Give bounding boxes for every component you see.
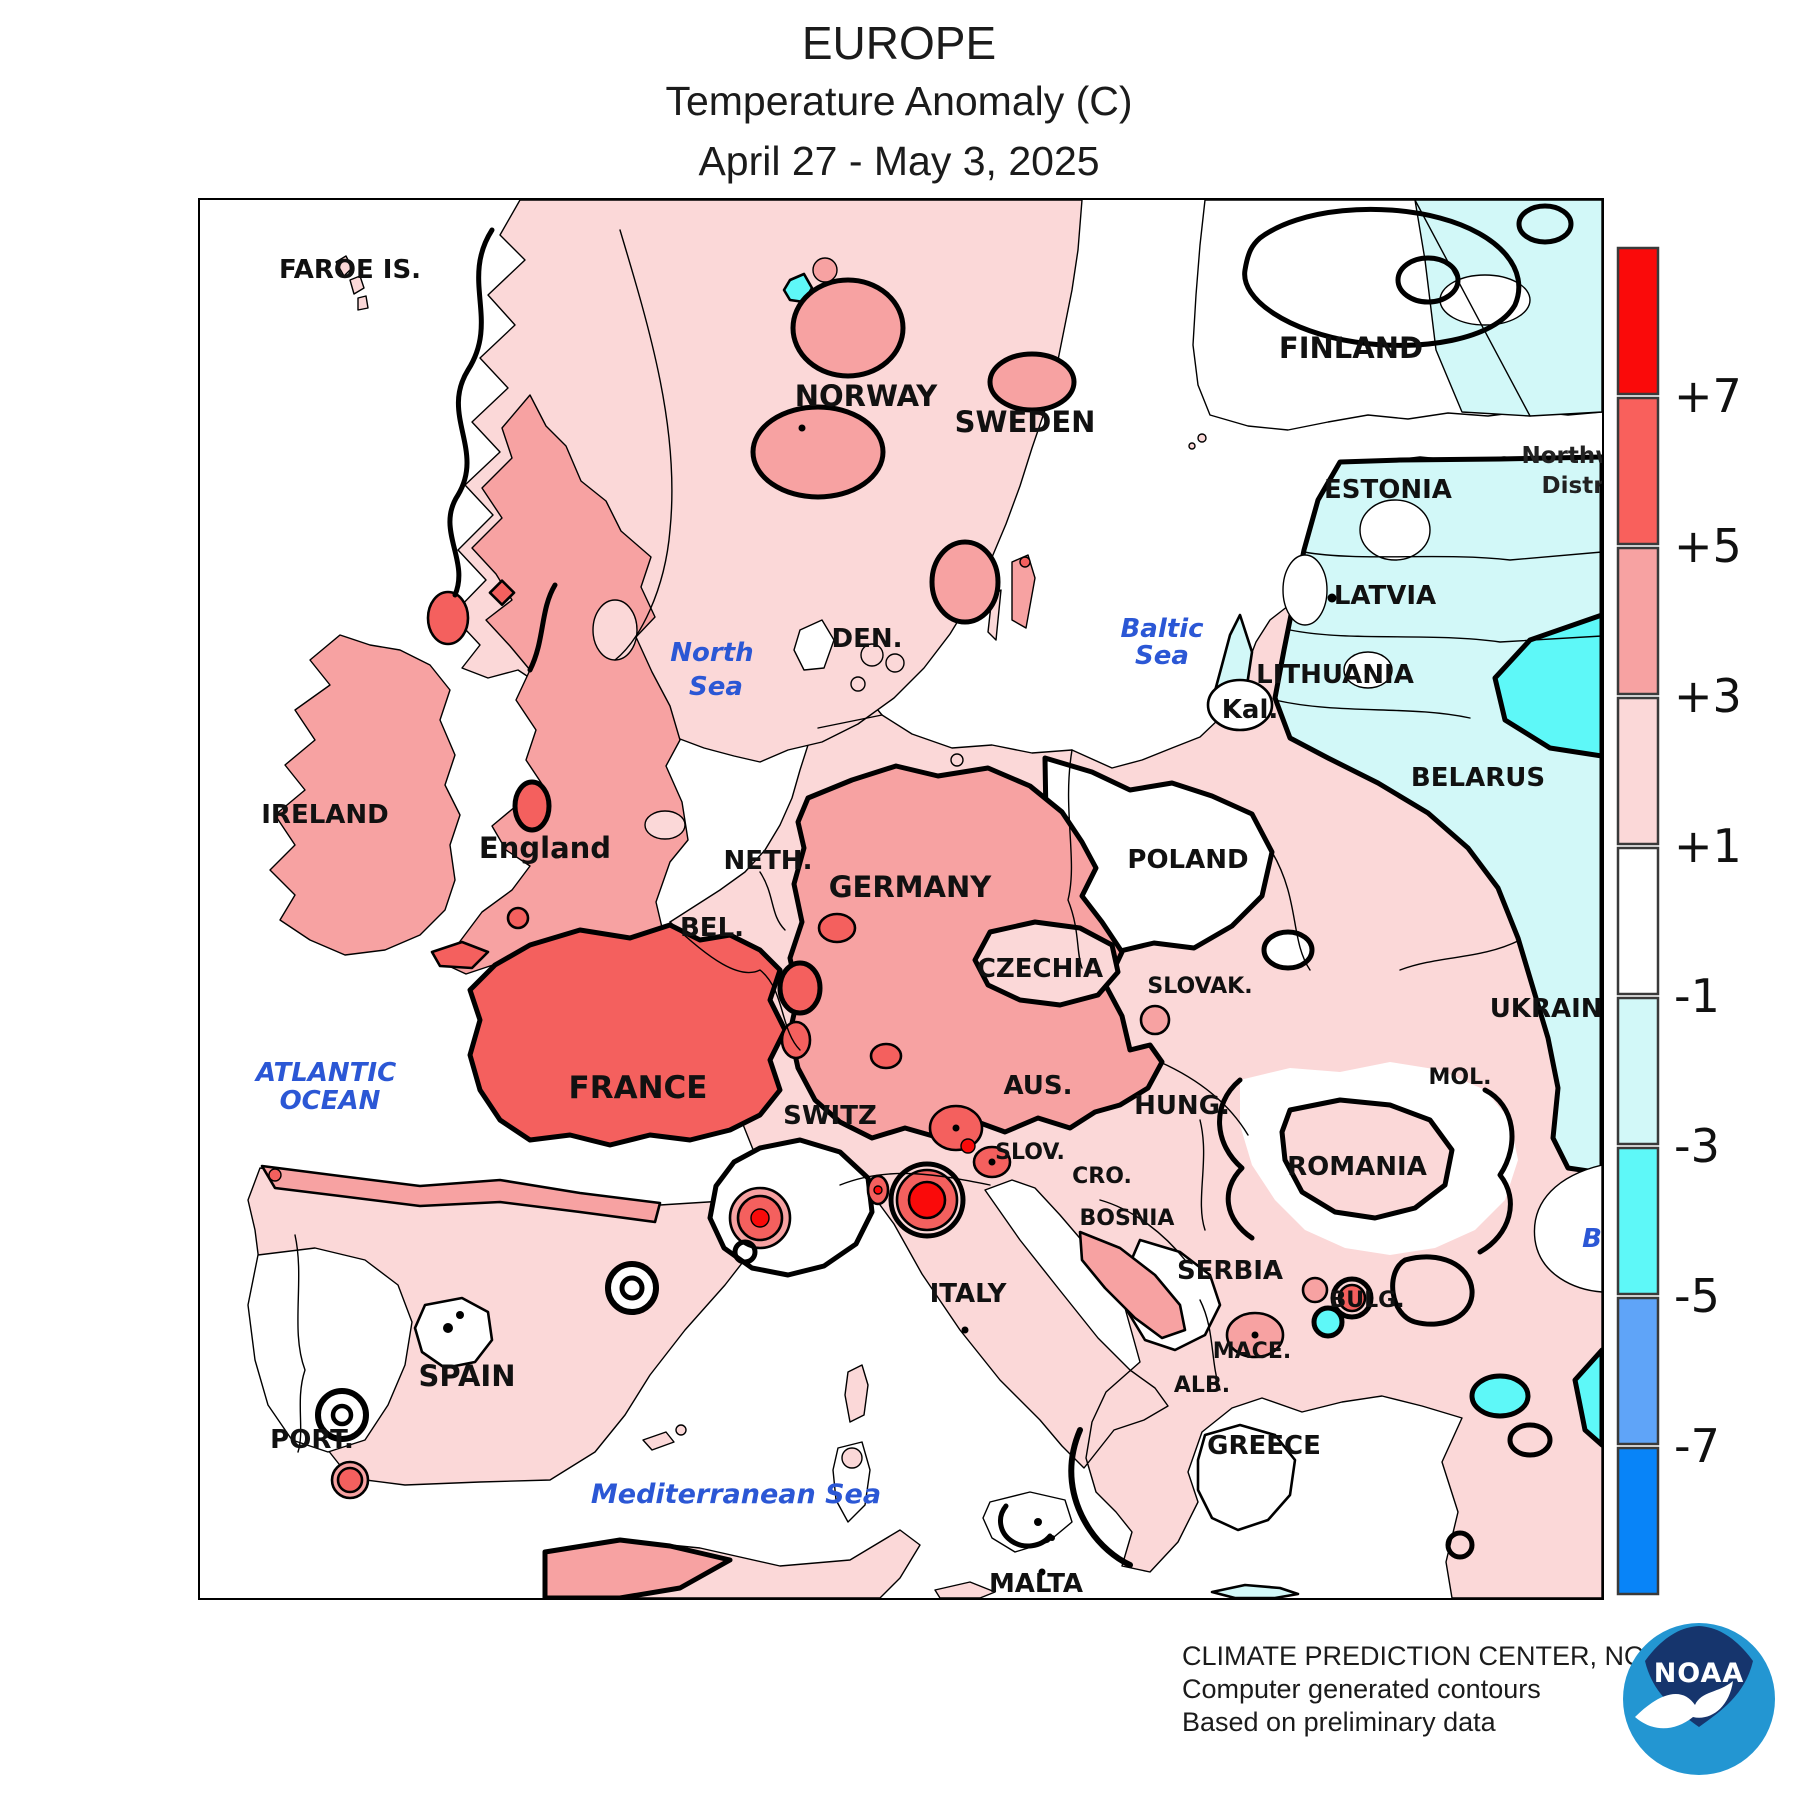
label-greece: GREECE [1207,1431,1321,1461]
label-ukraine: UKRAINE [1490,994,1602,1024]
label-germany: GERMANY [829,870,993,904]
legend-swatch-n1-n3 [1616,996,1660,1146]
legend-swatch-ltn7 [1616,1446,1660,1596]
legend-label-n5: -5 [1674,1269,1720,1323]
contour-lines [294,200,1602,1568]
legend-label-n1: -1 [1674,969,1720,1023]
label-atlantic-ocean-line1: ATLANTIC [254,1058,396,1088]
label-malta: MALTA [989,1569,1083,1598]
label-sweden: SWEDEN [955,405,1096,439]
legend-label-p5: +5 [1674,519,1742,573]
label-mediterranean-sea: Mediterranean Sea [591,1479,881,1510]
label-bulgaria: BULG. [1329,1288,1404,1313]
legend-label-n3: -3 [1674,1119,1720,1173]
label-slovakia: SLOVAK. [1147,974,1252,999]
label-estonia: ESTONIA [1324,475,1452,505]
credits-line2: Computer generated contours [1182,1674,1541,1704]
label-poland: POLAND [1127,845,1248,875]
map-title: EUROPE [801,17,997,69]
legend-label-n7: -7 [1674,1419,1720,1473]
label-albania: ALB. [1174,1373,1230,1398]
label-atlantic-ocean-line2: OCEAN [280,1086,381,1116]
label-denmark: DEN. [832,624,903,654]
legend-swatch-n3-n5 [1616,1146,1660,1296]
label-lithuania: LITHUANIA [1256,660,1414,690]
anomaly-legend: +7 +5 +3 +1 -1 -3 -5 -7 [1616,246,1742,1596]
label-bosnia: BOSNIA [1080,1206,1175,1231]
label-austria: AUS. [1003,1071,1072,1101]
legend-swatch-n5-n7 [1616,1296,1660,1446]
legend-swatch-gt7 [1616,246,1660,396]
noaa-logo-text: NOAA [1654,1658,1745,1689]
label-france: FRANCE [569,1070,708,1106]
label-ireland: IRELAND [261,800,389,830]
legend-label-p3: +3 [1674,669,1742,723]
map-subtitle: Temperature Anomaly (C) [665,78,1133,124]
europe-anomaly-map: FAROE IS. NORWAY SWEDEN FINLAND ESTONIA … [247,200,1602,1598]
label-romania: ROMANIA [1287,1152,1427,1182]
label-black-sea: B [1582,1224,1602,1254]
near-normal-regions [247,599,1602,1553]
city-dots [443,424,1337,1576]
legend-swatch-1-3 [1616,696,1660,846]
label-serbia: SERBIA [1177,1256,1283,1286]
label-croatia: CRO. [1072,1164,1132,1189]
credits-block: CLIMATE PREDICTION CENTER, NOAA Computer… [1182,1640,1681,1739]
legend-swatch-5-7 [1616,396,1660,546]
label-macedonia: MACE. [1213,1339,1291,1364]
noaa-logo-gull-icon [1635,1681,1733,1729]
map-labels: FAROE IS. NORWAY SWEDEN FINLAND ESTONIA … [254,255,1602,1598]
label-baltic-sea-line2: Sea [1135,641,1189,671]
label-netherlands: NETH. [724,846,813,876]
label-belarus: BELARUS [1411,763,1545,793]
label-belgium: BEL. [680,913,744,943]
label-finland: FINLAND [1279,331,1423,365]
label-north-sea-line2: Sea [689,672,743,702]
label-slovenia: SLOV. [995,1140,1065,1165]
label-czechia: CZECHIA [977,954,1103,984]
label-portugal: PORT. [270,1425,354,1455]
europe-map-frame: FAROE IS. NORWAY SWEDEN FINLAND ESTONIA … [198,198,1604,1600]
label-northwestern-district-line1: Northw [1521,443,1602,469]
legend-swatches [1616,246,1660,1596]
label-kaliningrad: Kal. [1222,695,1278,725]
label-latvia: LATVIA [1334,581,1436,611]
hot-spot-regions [268,556,1374,1500]
legend-swatch-3-5 [1616,546,1660,696]
label-faroe-is: FAROE IS. [279,255,421,285]
map-date-range: April 27 - May 3, 2025 [698,138,1100,184]
label-northwestern-district-line2: Distri [1542,473,1602,499]
label-north-sea-line1: North [670,638,753,668]
label-italy: ITALY [930,1279,1008,1309]
label-baltic-sea-line1: Baltic [1120,614,1204,644]
noaa-logo: NOAA [1623,1623,1775,1775]
label-spain: SPAIN [419,1359,516,1393]
legend-label-p1: +1 [1674,819,1742,873]
legend-tick-labels: +7 +5 +3 +1 -1 -3 -5 -7 [1674,369,1742,1473]
legend-label-p7: +7 [1674,369,1742,423]
label-hungary: HUNG. [1134,1091,1230,1121]
label-england: England [479,831,611,865]
label-moldova: MOL. [1429,1065,1492,1090]
credits-line3: Based on preliminary data [1182,1707,1496,1737]
label-switzerland: SWITZ [783,1101,877,1131]
label-norway: NORWAY [795,379,939,413]
legend-swatch-normal [1616,846,1660,996]
credits-line1: CLIMATE PREDICTION CENTER, NOAA [1182,1641,1682,1671]
